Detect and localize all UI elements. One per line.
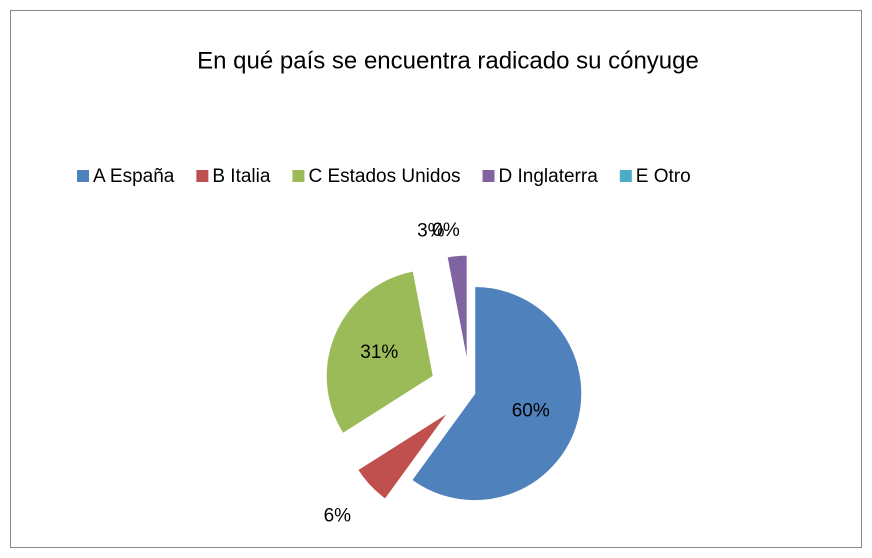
chart-title: En qué país se encuentra radicado su cón… (197, 47, 699, 74)
data-label: 31% (360, 342, 398, 363)
legend-label: E Otro (636, 166, 691, 187)
pie-slice (357, 412, 449, 500)
data-label: 6% (324, 506, 352, 527)
data-label: 60% (512, 401, 550, 422)
data-label: 0% (432, 220, 460, 241)
legend-swatch (482, 170, 495, 182)
legend-label: C Estados Unidos (308, 166, 460, 187)
legend-swatch (77, 170, 89, 182)
pie-slice (446, 254, 468, 363)
pie-slice (325, 270, 434, 435)
legend-label: A España (93, 166, 175, 187)
legend-label: D Inglaterra (499, 166, 599, 187)
legend-swatch (196, 170, 209, 182)
data-label: 3% (417, 221, 445, 242)
pie-slice (411, 286, 583, 502)
legend-swatch (619, 170, 632, 182)
legend-label: B Italia (212, 166, 271, 187)
legend-swatch (292, 170, 305, 182)
